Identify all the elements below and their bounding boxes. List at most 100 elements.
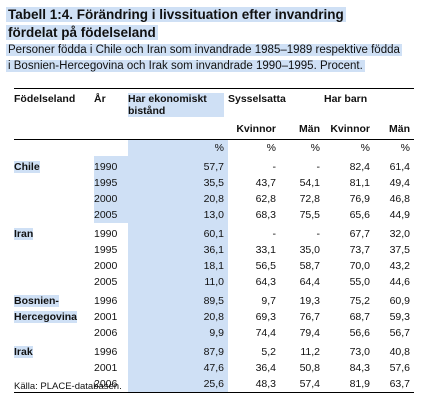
header-row: Födelseland År Har ekonomiskt bistånd Sy… (14, 88, 414, 117)
country-cell: Bosnien- (14, 290, 94, 309)
table-body: Chile 1990 57,7- -82,4 61,4 1995 35,5 43,7 54,1 8… (14, 156, 414, 393)
year-cell: 2006 (94, 327, 118, 339)
employed-men-cell: 75,5 (299, 209, 320, 221)
country-cell (14, 325, 94, 341)
country-cell (14, 376, 94, 393)
children-women-cell: 76,9 (349, 193, 370, 205)
table-title-line1: Tabell 1:4. Förändring i livssituation e… (6, 7, 346, 22)
country-name: Bosnien- (14, 295, 59, 307)
table-row: Hercegovina 2001 20,8 69,3 76,7 68,7 59,3 (14, 309, 414, 325)
table-row: 1995 35,5 43,7 54,1 81,1 49,4 (14, 175, 414, 191)
table-row: Iran 1990 60,1 - - 67,7 32,0 (14, 223, 414, 242)
year-cell: 1990 (94, 228, 118, 240)
children-women-cell: 81,1 (349, 177, 370, 189)
employed-women-cell: 36,4 (255, 362, 276, 374)
table-row: 2000 20,8 62,8 72,8 76,9 46,8 (14, 191, 414, 207)
table-row: Bosnien- 1996 89,5 9,7 19,3 75,2 60,9 (14, 290, 414, 309)
employed-women-cell: 74,4 (255, 327, 276, 339)
econ-cell: 89,5 (128, 290, 228, 309)
employed-women-cell: 43,7 (255, 177, 276, 189)
table-title-line2: fördelat på födelseland (6, 25, 158, 40)
children-women-cell: 70,0 (349, 260, 370, 272)
children-women-cell: 56,6 (349, 327, 370, 339)
children-men-cell: 43,2 (389, 260, 410, 272)
employed-men-cell: 57,4 (280, 376, 324, 393)
employed-men-cell: 58,7 (299, 260, 320, 272)
subheader-children-women: Kvinnor (330, 123, 370, 135)
employed-women-cell: 69,3 (255, 311, 276, 323)
employed-men-cell: 50,8 (299, 362, 320, 374)
econ-cell: 20,8 (128, 191, 228, 207)
country-name: Hercegovina (14, 311, 78, 323)
employed-women-cell: - (272, 228, 277, 240)
employed-women-cell: 33,1 (255, 244, 276, 256)
country-cell: Hercegovina (14, 309, 94, 325)
year-cell: 1990 (94, 156, 128, 175)
econ-cell: 13,0 (128, 207, 228, 223)
econ-cell: 87,9 (128, 341, 228, 360)
children-men-cell: 40,8 (389, 346, 410, 358)
children-men-cell: 37,5 (389, 244, 410, 256)
econ-cell: 11,0 (128, 274, 228, 290)
source-note: Källa: PLACE-databasen. (14, 381, 122, 392)
unit-econ: % (128, 139, 228, 156)
children-men-cell: 32,0 (389, 228, 410, 240)
children-women-cell: 81,9 (324, 376, 374, 393)
children-women-cell: 82,4 (349, 161, 370, 173)
employed-men-cell: 11,2 (300, 346, 320, 358)
children-women-cell: 84,3 (349, 362, 370, 374)
employed-women-cell: 68,3 (255, 209, 276, 221)
econ-cell: 36,1 (128, 242, 228, 258)
table-row: 2005 11,0 64,3 64,4 55,0 44,6 (14, 274, 414, 290)
employed-men-cell: 35,0 (299, 244, 320, 256)
employed-women-cell: 9,7 (261, 295, 276, 307)
header-econ-label: Har ekonomiskt bistånd (128, 93, 224, 117)
table-subtitle-line1: Personer födda i Chile och Iran som inva… (6, 44, 402, 56)
employed-women-cell: 5,2 (261, 346, 276, 358)
employed-women-cell: 64,3 (255, 276, 276, 288)
unit-employed-women: % (228, 139, 280, 156)
table-row: 2005 13,0 68,3 75,5 65,6 44,9 (14, 207, 414, 223)
children-men-cell: 63,7 (374, 376, 414, 393)
employed-women-cell: 56,5 (255, 260, 276, 272)
country-cell: Iran (14, 223, 94, 242)
children-women-cell: 73,7 (349, 244, 370, 256)
table-row: Chile 1990 57,7 - - 82,4 61,4 (14, 156, 414, 175)
unit-row: % % % % % (14, 139, 414, 156)
employed-women-cell: 48,3 (228, 376, 280, 393)
econ-cell: 18,1 (128, 258, 228, 274)
table-row: 2000 18,1 56,5 58,7 70,0 43,2 (14, 258, 414, 274)
year-cell: 2001 (94, 362, 118, 374)
children-men-cell: 61,4 (389, 161, 410, 173)
children-men-cell: 44,9 (389, 209, 410, 221)
econ-cell: 35,5 (128, 175, 228, 191)
year-cell: 1995 (94, 244, 118, 256)
employed-men-cell: 76,7 (299, 311, 320, 323)
unit-employed-men: % (280, 139, 324, 156)
country-name: Iran (14, 228, 34, 240)
header-year: År (94, 88, 128, 117)
country-cell (14, 175, 94, 191)
children-women-cell: 55,0 (349, 276, 370, 288)
country-name: Irak (14, 346, 33, 358)
children-women-cell: 68,7 (349, 311, 370, 323)
employed-men-cell: - (316, 161, 321, 173)
employed-men-cell: 19,3 (299, 295, 320, 307)
year-cell: 2005 (94, 207, 128, 223)
table-caption: Tabell 1:4. Förändring i livssituation e… (6, 6, 416, 74)
country-cell: Irak (14, 341, 94, 360)
statistics-table: Födelseland År Har ekonomiskt bistånd Sy… (14, 88, 414, 393)
employed-men-cell: 79,4 (299, 327, 320, 339)
children-men-cell: 44,6 (389, 276, 410, 288)
employed-men-cell: - (316, 228, 321, 240)
year-cell: 1996 (94, 346, 118, 358)
econ-cell: 9,9 (128, 325, 228, 341)
econ-cell: 57,7 (128, 156, 228, 175)
children-women-cell: 65,6 (349, 209, 370, 221)
year-cell: 1996 (94, 295, 118, 307)
year-cell: 2005 (94, 276, 118, 288)
country-cell (14, 258, 94, 274)
header-employed: Sysselsatta (228, 88, 324, 117)
country-cell (14, 360, 94, 376)
employed-men-cell: 54,1 (299, 177, 320, 189)
